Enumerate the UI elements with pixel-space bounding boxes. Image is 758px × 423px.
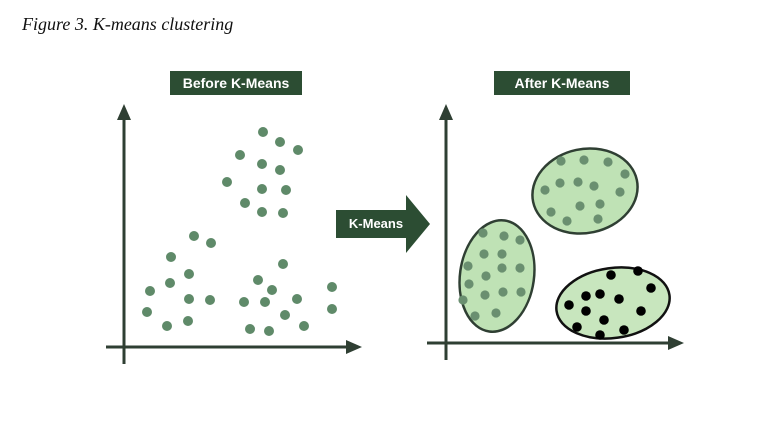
bottom-right-cluster-point [581,306,591,316]
before-data-point [264,326,274,336]
bottom-right-cluster-point [619,325,629,335]
top-cluster-point [562,216,572,226]
before-data-point [145,286,155,296]
before-data-point [278,208,288,218]
bottom-right-cluster-point [636,306,646,316]
before-data-point [253,275,263,285]
before-data-point [293,145,303,155]
left-cluster-point [458,295,468,305]
before-x-arrowhead [346,340,362,354]
before-data-point [257,159,267,169]
before-data-point [189,231,199,241]
left-cluster-point [463,261,473,271]
top-cluster-point [540,185,550,195]
left-cluster-point [499,231,509,241]
bottom-right-cluster-point [599,315,609,325]
top-cluster-point [556,156,566,166]
before-data-point [165,278,175,288]
left-cluster-point [479,249,489,259]
before-data-point [258,127,268,137]
after-x-arrowhead [668,336,684,350]
after-axes [427,104,684,360]
before-data-point [292,294,302,304]
kmeans-arrow-label: K-Means [348,216,404,231]
before-data-point [278,259,288,269]
transition-arrow-shape [336,195,430,253]
before-data-point [235,150,245,160]
before-data-point [184,294,194,304]
top-cluster-point [546,207,556,217]
left-cluster-point [464,279,474,289]
before-data-point [275,137,285,147]
before-data-point [184,269,194,279]
left-cluster-point [515,263,525,273]
top-cluster-point [595,199,605,209]
before-data-point [327,282,337,292]
before-data-point [281,185,291,195]
top-cluster-point [603,157,613,167]
top-cluster-point [620,169,630,179]
before-data-point [257,184,267,194]
bottom-right-cluster-point [572,322,582,332]
before-y-arrowhead [117,104,131,120]
before-data-point [275,165,285,175]
bottom-right-cluster-point [595,289,605,299]
before-data-point [257,207,267,217]
before-data-point [240,198,250,208]
left-cluster-ellipse [458,219,536,333]
bottom-right-cluster-point [614,294,624,304]
left-cluster-point [497,263,507,273]
before-data-point [299,321,309,331]
top-cluster-ellipse [531,147,639,235]
after-y-arrowhead [439,104,453,120]
left-cluster-point [491,308,501,318]
figure-caption: Figure 3. K-means clustering [22,14,234,34]
after-points-group [458,155,656,340]
left-cluster-point [470,311,480,321]
before-data-point [222,177,232,187]
before-data-point [260,297,270,307]
left-cluster-point [498,287,508,297]
before-points-group [142,127,337,336]
before-kmeans-label: Before K-Means [170,71,302,95]
before-axes [106,104,362,364]
top-cluster-point [593,214,603,224]
top-cluster-point [579,155,589,165]
top-cluster-point [589,181,599,191]
after-kmeans-label: After K-Means [494,71,630,95]
top-cluster-point [615,187,625,197]
bottom-right-cluster-point [633,266,643,276]
kmeans-transition-arrow [336,195,430,253]
before-data-point [327,304,337,314]
bottom-right-cluster-point [564,300,574,310]
left-cluster-point [480,290,490,300]
top-cluster-point [555,178,565,188]
top-cluster-point [573,177,583,187]
left-cluster-point [478,228,488,238]
bottom-right-cluster-point [595,330,605,340]
left-cluster-point [515,235,525,245]
cluster-ellipses [458,147,671,340]
left-cluster-point [481,271,491,281]
left-cluster-point [516,287,526,297]
before-data-point [280,310,290,320]
before-data-point [206,238,216,248]
left-cluster-point [497,249,507,259]
before-data-point [183,316,193,326]
bottom-right-cluster-point [606,270,616,280]
before-data-point [166,252,176,262]
before-data-point [239,297,249,307]
bottom-right-cluster-point [581,291,591,301]
top-cluster-point [575,201,585,211]
before-data-point [245,324,255,334]
bottom-right-cluster-point [646,283,656,293]
before-data-point [267,285,277,295]
before-data-point [162,321,172,331]
before-data-point [205,295,215,305]
before-data-point [142,307,152,317]
bottom-right-cluster-ellipse [555,266,671,340]
